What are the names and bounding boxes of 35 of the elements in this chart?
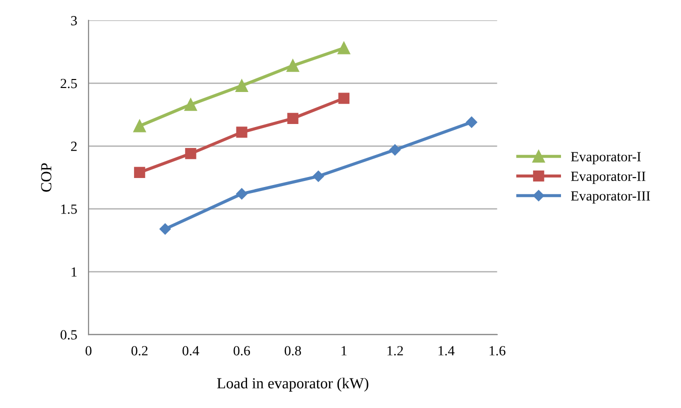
y-tick-label: 3	[71, 16, 77, 26]
y-tick-label: 0.5	[60, 330, 77, 340]
point	[286, 59, 300, 72]
point	[236, 126, 248, 138]
x-tick-label: 1.4	[438, 346, 455, 356]
x-tick-label: 1.6	[490, 346, 506, 356]
point	[236, 188, 248, 200]
x-tick-label: 0	[86, 346, 92, 356]
x-axis-title: Load in evaporator (kW)	[217, 378, 368, 392]
point	[312, 170, 324, 182]
x-tick-label: 0.4	[182, 346, 200, 356]
x-tick-label: 0.8	[284, 346, 301, 356]
legend-label: Evaporator-II	[570, 172, 646, 184]
point	[134, 166, 146, 178]
y-tick-label: 1.5	[61, 204, 77, 214]
x-tick-label: 1	[342, 346, 347, 356]
point	[338, 92, 350, 104]
point	[184, 98, 197, 111]
x-tick-label: 0.6	[234, 346, 250, 356]
point	[287, 112, 298, 124]
y-tick-label: 2.5	[60, 78, 77, 88]
x-tick-label: 1.2	[388, 346, 403, 356]
y-axis-title: COP	[41, 163, 52, 192]
point	[236, 79, 248, 92]
point	[133, 120, 146, 132]
point	[389, 144, 401, 156]
point	[338, 42, 350, 54]
legend-label: Evaporator-III	[570, 191, 650, 204]
y-tick-label: 1	[72, 267, 77, 277]
point	[185, 148, 196, 160]
point	[466, 116, 478, 128]
x-tick-label: 0.2	[131, 346, 148, 356]
point	[160, 223, 171, 235]
legend-label: Evaporator-I	[570, 152, 641, 164]
y-tick-label: 2	[71, 142, 77, 151]
